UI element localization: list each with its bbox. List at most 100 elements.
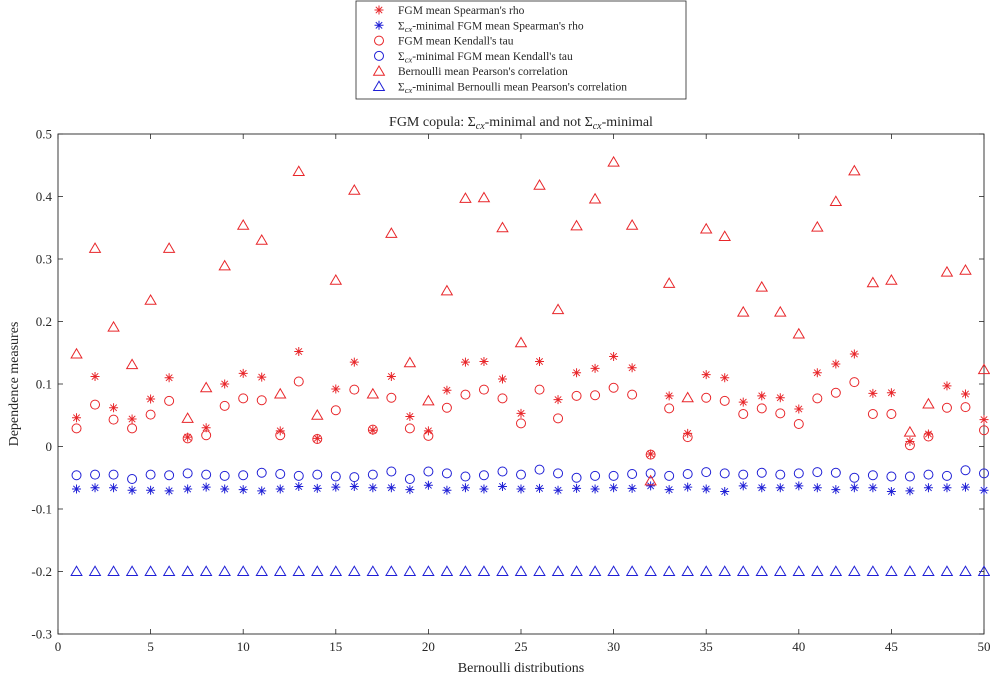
data-point (905, 486, 915, 496)
data-point (293, 376, 304, 387)
data-point (812, 483, 822, 493)
data-point (164, 395, 175, 406)
data-point (775, 483, 785, 493)
data-point (868, 388, 878, 398)
data-point (514, 336, 528, 348)
y-tick-label: -0.3 (31, 627, 52, 642)
data-point (201, 423, 211, 433)
data-point (923, 469, 934, 480)
data-point (90, 483, 100, 493)
data-point (553, 395, 563, 405)
x-tick-label: 30 (607, 639, 620, 654)
data-point (256, 395, 267, 406)
data-point (516, 484, 526, 494)
data-point (683, 482, 693, 492)
data-point (664, 391, 674, 401)
data-point (219, 470, 230, 481)
data-point (774, 565, 787, 576)
data-point (460, 471, 471, 482)
data-point (533, 179, 546, 190)
data-point (959, 565, 972, 576)
data-point (386, 466, 397, 477)
data-point (590, 470, 601, 481)
data-point (257, 486, 267, 496)
data-point (367, 469, 378, 480)
data-point (460, 483, 470, 493)
data-point (514, 565, 528, 576)
data-point (312, 469, 323, 480)
data-point (348, 184, 361, 195)
data-point (477, 565, 491, 576)
data-point (71, 470, 82, 481)
data-point (627, 469, 638, 479)
data-point (794, 404, 804, 414)
data-point (238, 368, 248, 378)
data-point (627, 389, 638, 400)
data-point (236, 565, 250, 576)
data-point (403, 356, 417, 368)
series-1 (72, 480, 989, 496)
data-point (164, 486, 174, 496)
y-tick-label: 0 (46, 439, 53, 454)
data-point (442, 485, 452, 495)
data-point (460, 389, 471, 400)
data-point (385, 227, 398, 238)
plot-area: 0 5 10 15 20 25 30 35 40 45 50 -0.3 -0.2 -0.1 0 0.1 0.2 0… (31, 127, 990, 654)
data-point (812, 467, 823, 478)
legend-marker (374, 5, 384, 15)
data-point (551, 303, 565, 315)
data-point (940, 565, 954, 576)
data-point (903, 565, 917, 576)
data-point (201, 469, 212, 480)
data-point (608, 382, 619, 393)
x-tick-label: 45 (885, 639, 898, 654)
data-point (238, 470, 249, 481)
data-point (405, 485, 415, 495)
data-point (644, 565, 657, 576)
series-2 (71, 376, 989, 460)
data-point (960, 389, 970, 399)
data-point (164, 373, 174, 383)
x-tick-label: 35 (700, 639, 713, 654)
data-point (904, 471, 915, 482)
data-point (181, 412, 194, 423)
data-point (294, 347, 304, 356)
data-point (90, 372, 100, 381)
data-point (960, 402, 971, 413)
data-point (590, 484, 600, 494)
data-point (979, 468, 989, 479)
data-point (534, 384, 545, 395)
legend-entry-label: FGM mean Kendall's tau (398, 36, 514, 48)
data-point (664, 485, 674, 495)
data-point (72, 484, 82, 494)
data-point (90, 399, 101, 410)
data-point (329, 565, 343, 576)
data-point (720, 487, 730, 496)
series-4 (70, 155, 990, 486)
data-point (757, 483, 767, 493)
data-point (979, 415, 989, 425)
data-point (368, 483, 378, 493)
data-point (199, 381, 213, 393)
data-point (792, 565, 806, 576)
data-point (127, 474, 138, 484)
data-point (144, 294, 157, 305)
data-point (719, 395, 730, 406)
legend-entry-label: Σcx-minimal Bernoulli mean Pearson's cor… (398, 82, 627, 96)
data-point (866, 565, 880, 576)
y-axis-label: Dependence measures (7, 322, 22, 447)
data-point (181, 565, 194, 576)
data-point (349, 482, 359, 491)
legend-marker (374, 35, 384, 46)
data-point (849, 472, 860, 483)
data-point (866, 276, 880, 288)
data-point (497, 482, 507, 491)
data-point (885, 274, 898, 285)
data-point (775, 469, 786, 480)
data-point (312, 433, 322, 443)
data-point (903, 425, 917, 437)
series-3 (71, 464, 989, 484)
series-5 (70, 565, 990, 576)
data-point (479, 484, 489, 494)
data-point (682, 469, 693, 479)
